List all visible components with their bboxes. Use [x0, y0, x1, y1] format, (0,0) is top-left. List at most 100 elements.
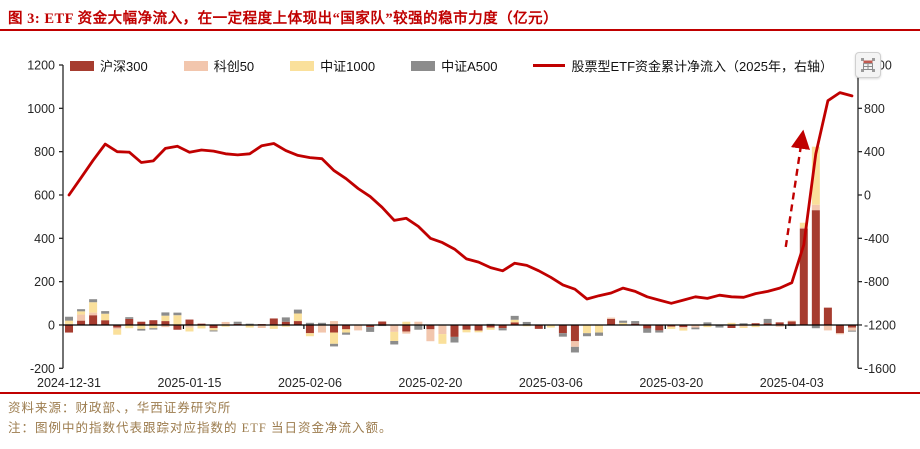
left-axis-tick-label: 200	[34, 275, 55, 289]
bar-segment	[125, 318, 134, 325]
right-axis-tick-label: 800	[864, 102, 885, 116]
bar-segment	[775, 324, 784, 327]
bar-segment	[330, 324, 339, 333]
bar-segment	[438, 334, 447, 344]
bar-segment	[269, 318, 278, 325]
bar-segment	[113, 329, 122, 335]
bar-segment	[161, 312, 170, 316]
bar-segment	[763, 318, 772, 324]
bar-segment	[149, 328, 158, 330]
zz1000-swatch-icon	[290, 60, 315, 71]
x-axis-tick-label: 2025-03-06	[519, 376, 583, 390]
x-axis-tick-label: 2025-03-20	[639, 376, 703, 390]
left-axis-tick-label: 1000	[27, 102, 55, 116]
bar-segment	[113, 324, 122, 328]
legend-label: 科创50	[213, 59, 255, 74]
x-axis-tick-label: 2025-04-03	[760, 376, 824, 390]
bar-segment	[811, 146, 820, 205]
bar-segment	[305, 333, 314, 337]
bar-segment	[787, 321, 796, 325]
bar-segment	[655, 330, 664, 333]
bar-segment	[330, 343, 339, 347]
bar-segment	[498, 324, 507, 329]
bar-segment	[462, 324, 471, 330]
bar-segment	[149, 320, 158, 325]
bar-segment	[450, 324, 459, 337]
bar-segment	[607, 317, 616, 319]
left-axis-tick-label: 400	[34, 232, 55, 246]
bar-segment	[77, 314, 86, 321]
bar-segment	[739, 326, 748, 328]
bar-segment	[462, 329, 471, 333]
bar-segment	[173, 312, 182, 316]
bar-segment	[823, 324, 832, 331]
bar-segment	[77, 311, 86, 315]
bar-segment	[811, 204, 820, 211]
bar-segment	[595, 332, 604, 336]
bar-segment	[77, 309, 86, 312]
bar-segment	[510, 319, 519, 323]
right-axis-tick-label: -1200	[864, 318, 896, 332]
bar-segment	[751, 324, 760, 328]
bar-segment	[558, 324, 567, 334]
bar-segment	[342, 329, 351, 333]
bar-segment	[293, 313, 302, 322]
bar-segment	[209, 328, 218, 331]
bar-segment	[89, 299, 98, 303]
bar-segment	[607, 318, 616, 325]
bar-segment	[570, 324, 579, 342]
bar-segment	[751, 323, 760, 325]
legend-item-cumulative-line: 股票型ETF资金累计净流入（2025年，右轴）	[533, 56, 833, 75]
bar-segment	[402, 321, 411, 325]
bar-segment	[631, 323, 640, 325]
bar-segment	[582, 333, 591, 337]
bar-segment	[77, 320, 86, 325]
legend-label: 中证A500	[441, 59, 498, 74]
bar-segment	[691, 324, 700, 328]
bar-segment	[715, 324, 724, 328]
bar-segment	[486, 327, 495, 330]
bar-segment	[101, 313, 110, 321]
bar-segment	[197, 324, 206, 329]
bar-segment	[763, 323, 772, 325]
line-swatch-icon	[533, 64, 566, 67]
bar-segment	[221, 324, 230, 327]
bar-segment	[317, 324, 326, 333]
bar-segment	[619, 320, 628, 323]
bar-segment	[643, 328, 652, 333]
right-axis-tick-label: -1600	[864, 362, 896, 376]
bar-segment	[619, 322, 628, 325]
bar-segment	[65, 316, 74, 321]
bar-segment	[534, 324, 543, 329]
legend-label: 股票型ETF资金累计净流入（2025年，右轴）	[571, 59, 833, 74]
bar-segment	[486, 324, 495, 328]
bar-segment	[330, 332, 339, 344]
bar-segment	[366, 327, 375, 332]
bar-segment	[679, 327, 688, 329]
bar-segment	[185, 324, 194, 328]
bar-segment	[305, 324, 314, 334]
kc50-swatch-icon	[183, 60, 208, 71]
right-axis-tick-label: -400	[864, 232, 889, 246]
bar-segment	[197, 323, 206, 325]
chart-title: 图 3: ETF 资金大幅净流入，在一定程度上体现出“国家队”较强的稳市力度（亿…	[8, 11, 559, 27]
chart-legend: 沪深300 科创50 中证1000 中证A500 股票型ETF资金累计净流入（2…	[70, 56, 833, 75]
bar-segment	[390, 324, 399, 332]
bar-segment	[655, 324, 664, 331]
bar-segment	[281, 317, 290, 322]
bar-segment	[835, 324, 844, 334]
bar-segment	[847, 327, 856, 331]
bar-segment	[667, 326, 676, 329]
right-axis-tick-label: 400	[864, 145, 885, 159]
bar-segment	[209, 330, 218, 332]
bar-segment	[173, 324, 182, 330]
bar-segment	[281, 324, 290, 327]
chart-footer: 资料来源：财政部、，华西证券研究所 注：图例中的指数代表跟踪对应指数的 ETF …	[8, 398, 392, 438]
chart-quick-layout-icon[interactable]	[855, 52, 881, 78]
bar-segment	[245, 323, 254, 325]
bar-segment	[89, 302, 98, 313]
bar-segment	[811, 324, 820, 329]
bar-segment	[667, 324, 676, 327]
bar-segment	[799, 222, 808, 228]
bar-segment	[330, 321, 339, 325]
